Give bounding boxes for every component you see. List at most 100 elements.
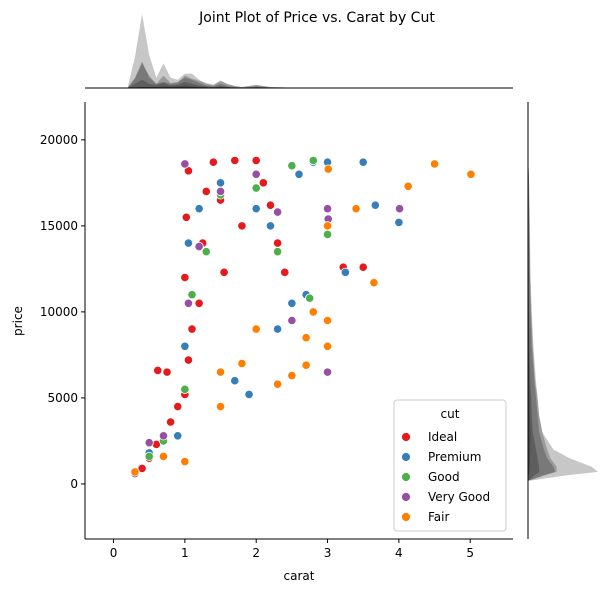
- scatter-point-premium: [287, 298, 297, 308]
- right-density-very-good: [528, 157, 556, 481]
- scatter-point-premium: [194, 204, 204, 214]
- scatter-point-fair: [466, 169, 476, 179]
- scatter-point-very-good: [272, 207, 283, 217]
- scatter-point-ideal: [153, 365, 163, 375]
- scatter-point-fair: [322, 341, 333, 351]
- scatter-point-ideal: [201, 186, 211, 197]
- scatter-point-fair: [251, 324, 261, 334]
- chart-title: Joint Plot of Price vs. Carat by Cut: [198, 10, 435, 26]
- scatter-point-ideal: [162, 367, 172, 377]
- legend-marker-very-good: [401, 492, 411, 502]
- scatter-point-very-good: [183, 298, 194, 308]
- scatter-point-ideal: [166, 417, 176, 427]
- top-density-very-good: [127, 63, 471, 88]
- scatter-point-good: [144, 451, 154, 462]
- scatter-point-premium: [180, 341, 190, 351]
- scatter-point-very-good: [322, 204, 333, 214]
- scatter-point-fair: [301, 333, 311, 343]
- right-density-good: [528, 157, 540, 481]
- scatter-point-good: [322, 229, 333, 240]
- scatter-point-ideal: [280, 267, 290, 277]
- legend-marker-good: [401, 472, 411, 482]
- scatter-point-premium: [265, 221, 276, 231]
- scatter-point-good: [187, 290, 197, 300]
- scatter-point-very-good: [322, 367, 333, 377]
- scatter-point-ideal: [265, 200, 276, 210]
- scatter-point-fair: [429, 159, 440, 169]
- scatter-point-ideal: [183, 355, 194, 365]
- y-tick-label: 5000: [47, 391, 78, 405]
- scatter-point-very-good: [158, 431, 169, 441]
- right-density-premium: [528, 157, 557, 481]
- scatter-point-ideal: [187, 324, 197, 334]
- scatter-point-fair: [323, 164, 333, 174]
- scatter-point-premium: [370, 200, 380, 210]
- scatter-point-fair: [351, 204, 361, 214]
- y-axis-label: price: [11, 306, 25, 336]
- scatter-point-premium: [294, 169, 304, 179]
- scatter-point-premium: [183, 238, 194, 248]
- right-marginal-density: [527, 102, 598, 539]
- scatter-point-fair: [322, 315, 333, 326]
- scatter-point-premium: [244, 389, 254, 400]
- scatter-point-fair: [403, 181, 413, 191]
- scatter-point-very-good: [180, 159, 190, 169]
- legend-marker-ideal: [401, 432, 411, 442]
- scatter-point-good: [287, 161, 297, 171]
- scatter-point-very-good: [394, 204, 405, 214]
- scatter-point-ideal: [181, 212, 191, 222]
- scatter-point-very-good: [144, 438, 154, 448]
- legend-label-ideal: Ideal: [428, 430, 457, 444]
- scatter-point-fair: [272, 379, 283, 389]
- top-density-premium: [127, 61, 471, 88]
- scatter-point-fair: [130, 467, 140, 477]
- main-scatter-axes: 0 1 2 3 4 5 0 5000 10000 15000 20000 carat price: [11, 102, 513, 583]
- scatter-point-fair: [308, 307, 318, 317]
- scatter-point-very-good: [251, 169, 261, 179]
- scatter-point-ideal: [173, 401, 183, 412]
- legend: cut Ideal Premium Good Very Good Fair: [393, 399, 507, 532]
- legend-label-fair: Fair: [428, 510, 449, 524]
- scatter-point-ideal: [219, 267, 229, 277]
- scatter-point-premium: [340, 267, 350, 277]
- scatter-point-ideal: [258, 178, 268, 188]
- scatter-point-ideal: [251, 155, 261, 166]
- scatter-point-fair: [215, 367, 226, 377]
- legend-marker-premium: [401, 452, 411, 462]
- legend-label-very-good: Very Good: [428, 490, 490, 504]
- scatter-point-fair: [322, 221, 333, 231]
- scatter-point-premium: [173, 431, 183, 441]
- scatter-point-fair: [158, 451, 169, 462]
- x-axis-label: carat: [284, 569, 315, 583]
- x-tick-label: 5: [466, 546, 474, 560]
- legend-marker-fair: [401, 512, 411, 522]
- scatter-point-good: [272, 247, 283, 257]
- scatter-point-very-good: [287, 315, 297, 326]
- x-tick-label: 1: [181, 546, 189, 560]
- scatter-point-good: [201, 247, 211, 257]
- scatter-point-very-good: [194, 241, 204, 252]
- x-tick-label: 4: [395, 546, 403, 560]
- x-tick-label: 3: [324, 546, 332, 560]
- y-tick-label: 10000: [40, 305, 78, 319]
- scatter-point-premium: [230, 376, 240, 386]
- legend-label-premium: Premium: [428, 450, 481, 464]
- scatter-point-premium: [272, 324, 283, 334]
- scatter-point-fair: [180, 456, 190, 467]
- right-density-fair: [528, 157, 531, 481]
- scatter-point-fair: [215, 401, 226, 412]
- x-tick-label: 2: [252, 546, 260, 560]
- legend-title: cut: [441, 407, 460, 421]
- scatter-point-ideal: [194, 298, 204, 308]
- scatter-point-good: [180, 384, 190, 394]
- scatter-point-fair: [237, 358, 247, 369]
- x-tick-label: 0: [110, 546, 118, 560]
- right-density-ideal: [528, 157, 598, 481]
- scatter-point-very-good: [215, 186, 226, 197]
- scatter-point-premium: [358, 157, 368, 167]
- scatter-point-good: [251, 183, 261, 193]
- scatter-point-good: [308, 155, 318, 166]
- scatter-point-fair: [369, 278, 379, 288]
- scatter-point-premium: [251, 204, 261, 214]
